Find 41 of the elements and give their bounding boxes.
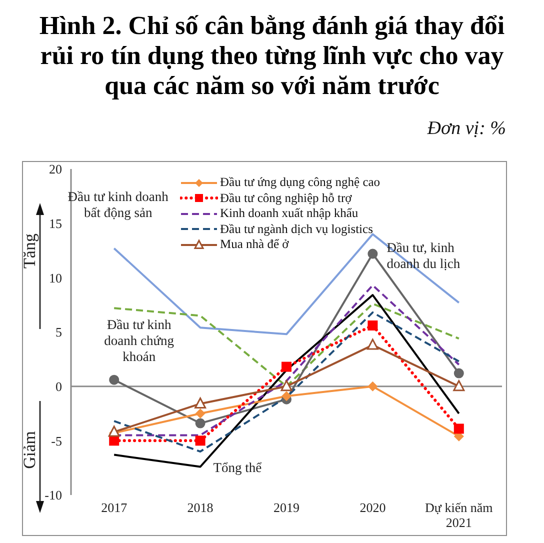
legend-label: Mua nhà để ở (220, 237, 289, 252)
x-tick-label: 2018 (187, 500, 214, 516)
annotation: Đầu tư kinh doanh chứng khoán (103, 317, 176, 366)
legend-label: Kinh doanh xuất nhập khẩu (220, 206, 358, 222)
legend-label: Đầu tư ngành dịch vụ logistics (220, 222, 373, 237)
y-tick-label: 15 (49, 216, 62, 231)
point (366, 338, 378, 350)
x-tick-label: 2020 (360, 500, 386, 516)
point (282, 391, 292, 402)
x-tick-label: 2017 (101, 500, 128, 516)
y-tick-label: -10 (44, 488, 62, 503)
point (280, 380, 292, 392)
point (368, 320, 378, 330)
point (368, 381, 378, 392)
legend-label: Đầu tư ứng dụng công nghệ cao (220, 175, 380, 190)
y-tick-label: -5 (51, 433, 62, 448)
point (195, 408, 206, 418)
chart-title: Hình 2. Chỉ số cân bằng đánh giá thay đổi rủi ro tín dụng theo từng lĩnh vực cho vay qua các năm so với năm trước (38, 11, 506, 101)
point (194, 397, 206, 408)
y-tick-label: 10 (49, 270, 62, 286)
text: Tăng (20, 232, 40, 270)
text: Giảm (20, 430, 40, 471)
point (368, 248, 378, 259)
x-tick-label: Dự kiến năm 2021 (425, 500, 493, 530)
point (108, 426, 120, 437)
point (454, 424, 464, 434)
point (109, 436, 120, 446)
point (109, 374, 120, 385)
y-tick-label: 0 (56, 378, 62, 394)
chart-subtitle: Đơn vị: % (427, 118, 506, 140)
annotation: Đầu tư kinh doanh bất động sản (66, 189, 170, 222)
y-tick-label: 5 (56, 324, 62, 340)
y-tick-label: 20 (49, 162, 62, 177)
point (195, 418, 206, 428)
legend-label: Đầu tư công nghiệp hỗ trợ (220, 190, 352, 206)
point (195, 436, 206, 446)
annotation: Tổng thể (213, 460, 263, 476)
x-tick-label: 2019 (274, 500, 300, 516)
point (282, 362, 292, 372)
point (453, 380, 465, 392)
point (454, 368, 464, 378)
